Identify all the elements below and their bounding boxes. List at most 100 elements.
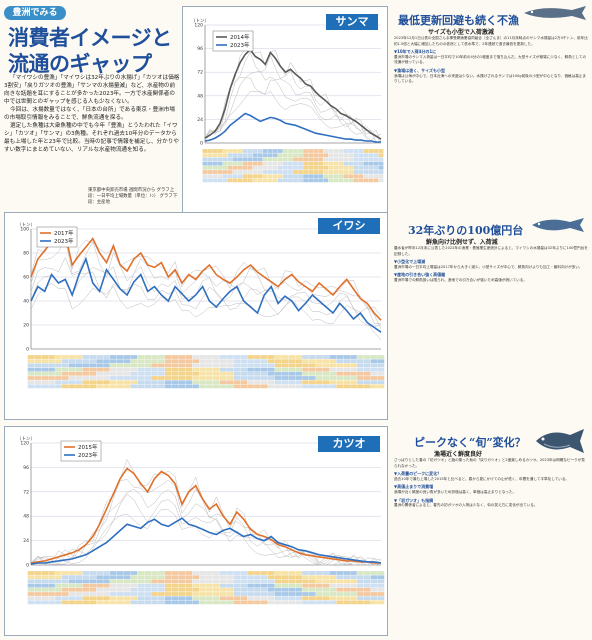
- origin-cell: [322, 363, 330, 368]
- origin-cell: [282, 148, 289, 154]
- origin-cell: [171, 367, 179, 372]
- origin-cell: [68, 359, 76, 364]
- y-tick-label: 80: [23, 251, 29, 257]
- origin-cell: [96, 363, 104, 368]
- origin-cell: [336, 375, 344, 381]
- origin-cell: [116, 371, 124, 376]
- origin-cell: [137, 384, 145, 389]
- origin-cell: [226, 596, 234, 601]
- origin-cell: [281, 575, 289, 580]
- origin-cell: [370, 583, 378, 588]
- origin-cell: [301, 367, 310, 372]
- origin-cell: [82, 596, 90, 601]
- origin-cell: [75, 380, 83, 385]
- origin-cell: [233, 591, 241, 597]
- sanma-body-1: 2023年12月1日公表の全国さんま棒受網漁業協同組合（全さんま）の11月末時点…: [394, 36, 588, 46]
- origin-cell: [247, 380, 255, 385]
- origin-cell: [302, 161, 309, 166]
- origin-cell: [157, 587, 165, 592]
- origin-cell: [348, 165, 354, 170]
- origin-cell: [205, 587, 213, 592]
- origin-cell: [109, 380, 117, 385]
- origin-cell: [233, 583, 241, 588]
- origin-cell: [109, 600, 117, 605]
- katsuo-sub-1: ▼入荷量のピークに変化？: [394, 471, 442, 477]
- origin-cell: [109, 583, 117, 588]
- origin-cell: [377, 359, 385, 364]
- origin-cell: [178, 384, 186, 389]
- origin-cell: [282, 169, 289, 175]
- origin-cell: [192, 380, 200, 385]
- origin-cell: [363, 375, 371, 381]
- origin-cell: [247, 375, 255, 381]
- origin-cell: [233, 596, 241, 601]
- origin-cell: [315, 359, 323, 364]
- origin-cell: [157, 575, 165, 580]
- origin-cell: [61, 596, 69, 601]
- origin-cell: [247, 371, 255, 376]
- origin-cell: [356, 354, 364, 360]
- origin-cell: [348, 148, 354, 154]
- iwashi-article-title: 32年ぶりの100億円台: [408, 224, 524, 237]
- origin-cell: [301, 596, 310, 601]
- origin-cell: [54, 380, 62, 385]
- origin-cell: [116, 579, 124, 584]
- origin-cell: [41, 384, 49, 389]
- origin-cell: [68, 363, 76, 368]
- origin-cell: [27, 354, 35, 360]
- origin-cell: [328, 157, 334, 162]
- origin-cell: [61, 587, 69, 592]
- origin-cell: [54, 367, 62, 372]
- origin-cell: [318, 161, 324, 166]
- origin-cell: [41, 375, 49, 381]
- origin-cell: [237, 169, 243, 175]
- origin-cell: [96, 384, 104, 389]
- origin-cell: [137, 600, 145, 605]
- origin-cell: [308, 380, 316, 385]
- origin-cell: [253, 579, 262, 584]
- origin-cell: [48, 591, 56, 597]
- origin-cell: [164, 575, 172, 580]
- origin-cell: [192, 596, 200, 601]
- origin-cell: [287, 178, 294, 183]
- origin-cell: [75, 575, 83, 580]
- origin-cell: [207, 165, 213, 170]
- origin-cell: [253, 575, 262, 580]
- origin-cell: [257, 157, 263, 162]
- origin-cell: [343, 157, 349, 162]
- origin-cell: [205, 380, 213, 385]
- origin-cell: [116, 570, 124, 576]
- origin-cell: [34, 367, 42, 372]
- origin-cell: [350, 371, 358, 376]
- origin-cell: [237, 148, 243, 154]
- origin-cell: [75, 363, 83, 368]
- origin-cell: [171, 579, 179, 584]
- origin-cell: [227, 169, 233, 175]
- origin-cell: [338, 169, 344, 175]
- origin-cell: [212, 169, 218, 175]
- origin-cell: [267, 354, 275, 360]
- origin-cell: [41, 371, 49, 376]
- origin-cell: [212, 161, 218, 166]
- origin-cell: [217, 178, 223, 183]
- origin-cell: [48, 359, 56, 364]
- origin-cell: [343, 165, 349, 170]
- origin-cell: [247, 587, 255, 592]
- y-tick-label: 24: [23, 538, 29, 544]
- iwashi-body-2: 豊洲市場の一日平均上場量は2017年から大きく減少。小型サイズが中心で、鮮魚向け…: [394, 264, 583, 269]
- origin-cell: [48, 596, 56, 601]
- origin-cell: [240, 570, 248, 576]
- origin-cell: [240, 575, 248, 580]
- origin-cell: [192, 354, 200, 360]
- origin-cell: [377, 587, 385, 592]
- origin-cell: [253, 371, 262, 376]
- origin-cell: [96, 570, 104, 576]
- origin-cell: [164, 380, 172, 385]
- origin-cell: [75, 367, 83, 372]
- origin-cell: [144, 375, 152, 381]
- origin-cell: [82, 371, 90, 376]
- origin-cell: [301, 375, 310, 381]
- origin-cell: [267, 178, 273, 183]
- origin-cell: [116, 359, 124, 364]
- origin-cell: [27, 591, 35, 597]
